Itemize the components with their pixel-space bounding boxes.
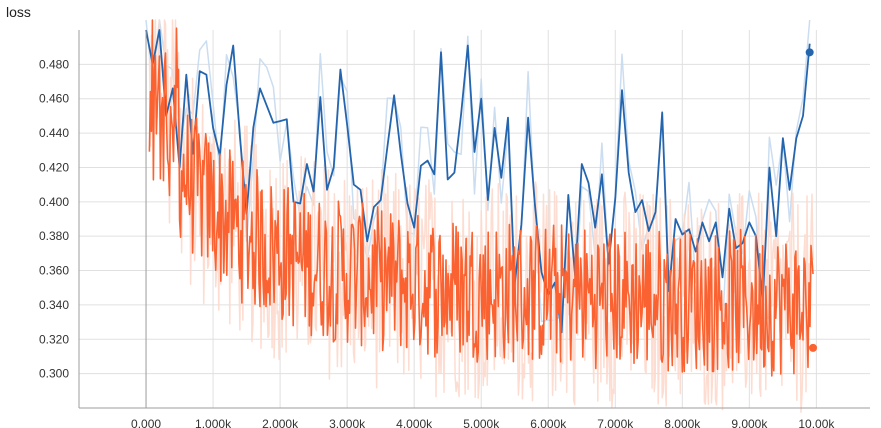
x-tick-label: 6.000k (530, 417, 567, 428)
y-tick-label: 0.480 (39, 57, 69, 71)
y-tick-label: 0.360 (39, 264, 69, 278)
y-tick-label: 0.340 (39, 298, 69, 312)
x-tick-label: 2.000k (262, 417, 299, 428)
x-tick-label: 8.000k (664, 417, 701, 428)
x-tick-label: 7.000k (597, 417, 634, 428)
x-tick-label: 3.000k (329, 417, 366, 428)
x-tick-label: 1.000k (195, 417, 232, 428)
y-tick-label: 0.420 (39, 160, 69, 174)
chart-title: loss (6, 4, 31, 20)
y-tick-label: 0.460 (39, 92, 69, 106)
blue-series-line (145, 29, 811, 334)
orange-series-line (148, 19, 814, 377)
y-tick-label: 0.320 (39, 332, 69, 346)
x-tick-label: 0.000 (131, 417, 161, 428)
y-tick-label: 0.400 (39, 195, 69, 209)
orange-end-marker (809, 343, 818, 352)
x-tick-label: 5.000k (463, 417, 500, 428)
blue-end-marker (805, 48, 814, 57)
x-tick-label: 9.000k (731, 417, 768, 428)
tick-labels: 0.300 0.320 0.340 0.360 0.380 0.400 0.420 0.440… (39, 57, 835, 428)
x-tick-label: 10.00k (798, 417, 835, 428)
x-tick-label: 4.000k (396, 417, 433, 428)
y-tick-label: 0.440 (39, 126, 69, 140)
axes (78, 30, 870, 409)
y-tick-label: 0.380 (39, 229, 69, 243)
series-layer (145, 19, 818, 377)
y-tick-label: 0.300 (39, 367, 69, 381)
